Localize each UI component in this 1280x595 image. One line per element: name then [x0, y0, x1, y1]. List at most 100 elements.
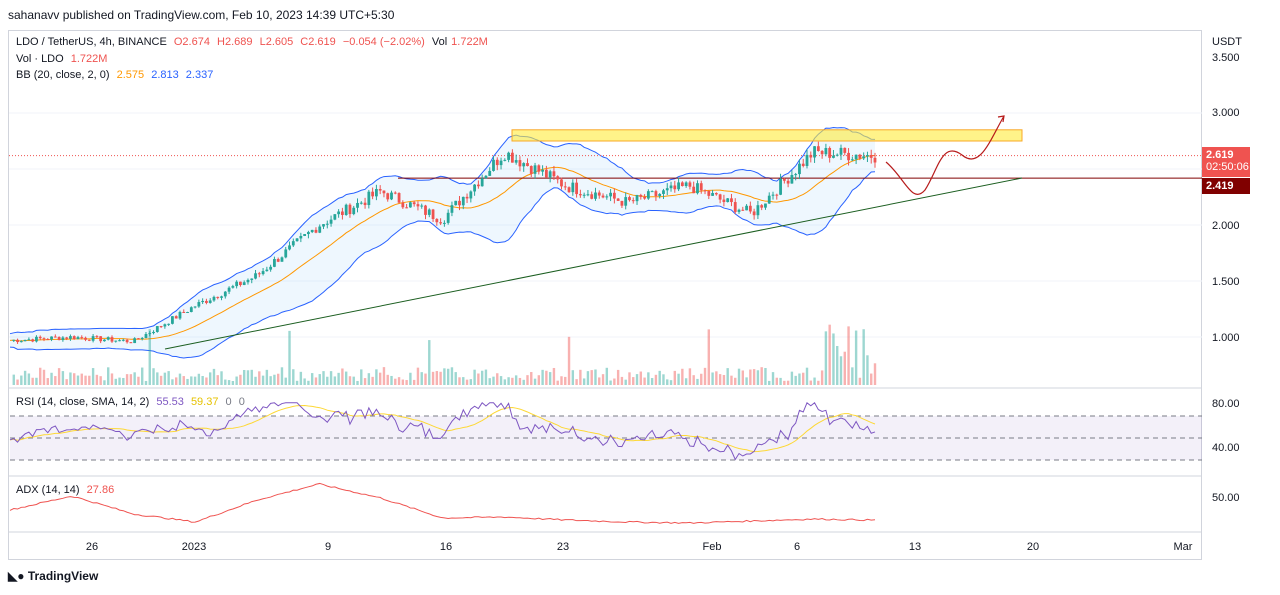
volume-bar [110, 373, 114, 385]
volume-bar [722, 374, 726, 385]
adx-label: ADX (14, 14) [16, 484, 80, 496]
volume-bar [326, 376, 329, 385]
candle-body [344, 204, 348, 215]
candle-body [405, 207, 409, 209]
candle-body [643, 196, 646, 199]
candle-body [182, 311, 186, 313]
volume-bar [703, 367, 707, 385]
candle-body [662, 190, 665, 194]
volume-bar [231, 380, 235, 385]
bb-legend[interactable]: BB (20, close, 2, 0) 2.575 2.813 2.337 [16, 69, 217, 81]
volume-bar [496, 373, 499, 385]
volume-bar [794, 375, 797, 385]
volume-bar [435, 371, 439, 385]
candle-body [216, 296, 220, 298]
adx-legend[interactable]: ADX (14, 14) 27.86 [16, 484, 118, 496]
candle-body [352, 207, 356, 215]
ohlc-low: L2.605 [259, 36, 294, 48]
candle-body [363, 202, 367, 206]
candle-body [371, 191, 375, 197]
candle-body [148, 333, 152, 335]
volume-bar [734, 377, 737, 385]
candle-body [473, 184, 477, 192]
candle-body [280, 257, 284, 262]
candle-body [684, 182, 688, 187]
volume-bar [235, 376, 238, 385]
candle-body [650, 191, 654, 193]
volume-bar [356, 380, 359, 385]
candle-body [752, 211, 756, 216]
footer-brand[interactable]: ◣● TradingView [8, 569, 98, 583]
volume-bar [12, 374, 15, 385]
volume-bar [54, 376, 57, 385]
volume-bar [299, 371, 303, 385]
candle-body [620, 200, 624, 206]
candle-body [560, 179, 563, 187]
candle-body [590, 194, 594, 199]
volume-bar [828, 324, 831, 385]
candle-body [329, 219, 333, 224]
volume-bar [314, 377, 318, 385]
symbol-label[interactable]: LDO / TetherUS, 4h, BINANCE [16, 36, 167, 48]
candle-body [658, 193, 662, 197]
ohlc-close: C2.619 [300, 36, 336, 48]
candle-body [495, 159, 499, 166]
candle-body [741, 209, 745, 211]
volume-bar [764, 368, 767, 385]
volume-bar [858, 377, 862, 385]
volume-bar [394, 378, 397, 385]
candle-body [50, 336, 53, 340]
forecast-path [885, 115, 1005, 195]
candle-body [771, 194, 775, 196]
volume-bar [760, 367, 763, 385]
volume-bar [632, 377, 635, 385]
x-tick: 16 [439, 541, 453, 553]
volume-bar [360, 369, 363, 385]
candle-body [635, 195, 639, 202]
candle-body [167, 323, 171, 325]
volume-bar [462, 377, 465, 385]
volume-bar [843, 351, 846, 385]
candle-body [805, 154, 809, 166]
candle-body [337, 211, 341, 215]
volume-bar [771, 372, 775, 385]
volume-bar [46, 378, 49, 385]
candle-body [16, 339, 19, 343]
x-tick: 2023 [181, 541, 207, 553]
candle-body [537, 165, 541, 172]
volume-bar [862, 329, 865, 385]
volume-bar [163, 372, 167, 385]
bb-lower-value: 2.337 [185, 69, 214, 81]
candle-body [798, 163, 801, 175]
volume-bar [669, 380, 673, 385]
candle-body [424, 205, 427, 215]
volume-bar [171, 379, 174, 385]
volume-legend[interactable]: Vol · LDO 1.722M [16, 53, 111, 65]
candle-body [288, 245, 291, 250]
volume-bar [246, 370, 250, 385]
chart-frame[interactable] [8, 30, 1202, 560]
volume-bar [579, 369, 582, 385]
volume-bar [477, 373, 480, 385]
volume-bar [866, 355, 869, 385]
candle-body [235, 281, 239, 287]
volume-bar [684, 378, 688, 385]
adx-tick: 50.00 [1212, 492, 1240, 504]
candle-body [137, 338, 140, 340]
volume-bar [575, 379, 578, 385]
volume-bar [322, 371, 325, 385]
candle-body [688, 182, 692, 187]
volume-bar [190, 376, 193, 385]
volume-bar [431, 371, 435, 385]
volume-bar [609, 380, 612, 385]
volume-bar [288, 330, 291, 385]
rsi-legend[interactable]: RSI (14, close, SMA, 14, 2) 55.53 59.37 … [16, 396, 249, 408]
candle-body [609, 192, 612, 197]
volume-bar [666, 379, 669, 385]
candle-body [427, 209, 431, 215]
volume-bar [737, 368, 741, 385]
y-tick: 2.000 [1212, 220, 1240, 232]
volume-bar [193, 376, 197, 385]
rsi-tick: 40.00 [1212, 442, 1240, 454]
